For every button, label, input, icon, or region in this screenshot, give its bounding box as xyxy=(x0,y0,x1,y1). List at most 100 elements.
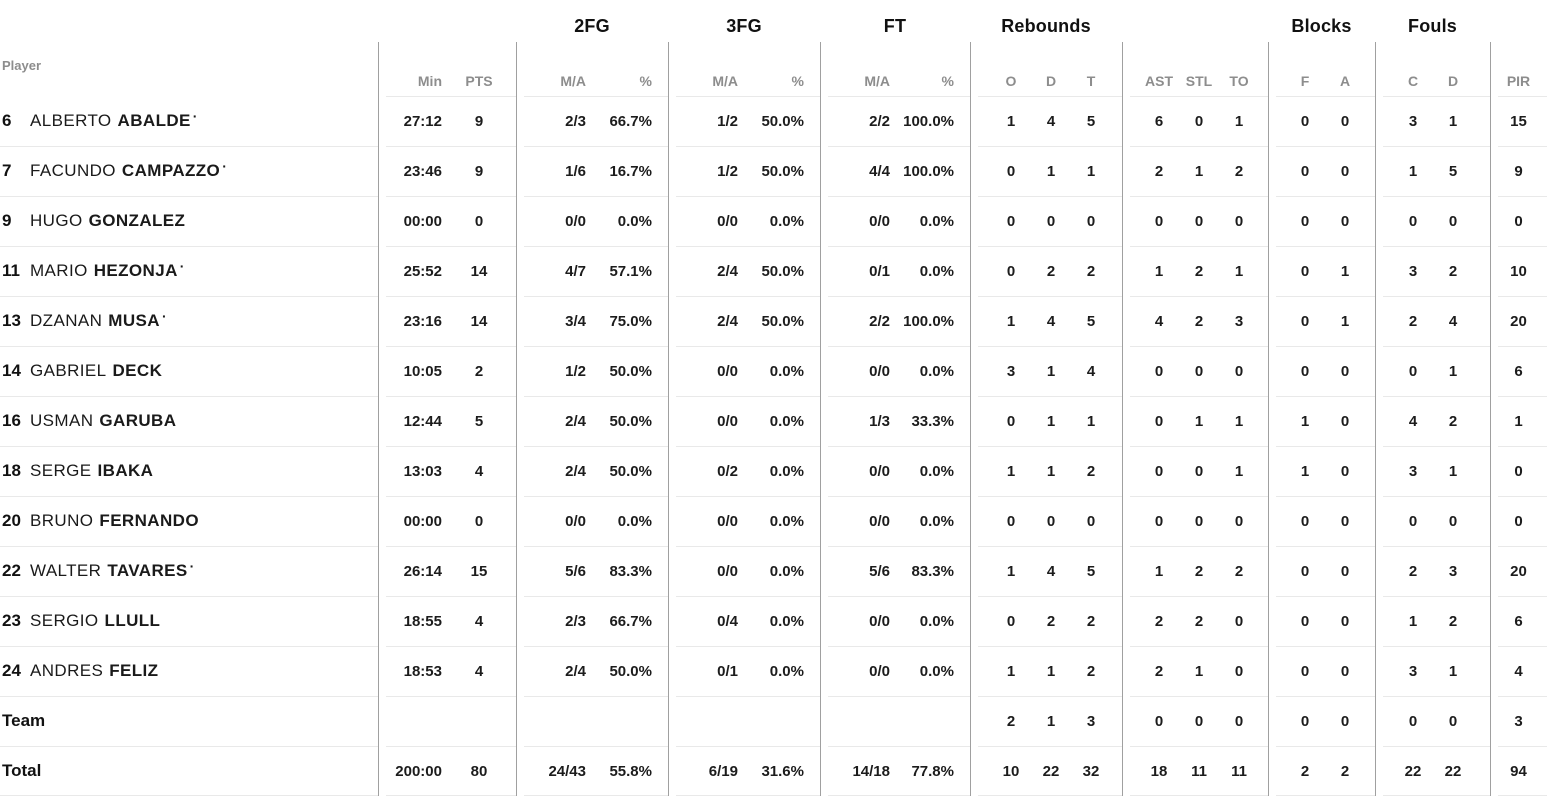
stat-3fg-percent: 0.0% xyxy=(769,212,804,230)
stat-pir: 6 xyxy=(1514,362,1523,380)
column-divider xyxy=(1122,42,1123,796)
stat-fouls-committed: 1 xyxy=(1408,162,1418,180)
stat-2fg-percent: 75.0% xyxy=(609,312,652,330)
player-row: 9 HUGO GONZALEZ 00:00 0 0/0 0.0% 0/0 0.0% 0/0 0.0%… xyxy=(0,196,1547,246)
stat-blocks-favour: 0 xyxy=(1300,712,1310,730)
stat-blocks-against: 0 xyxy=(1340,362,1350,380)
stat-3fg-made-attempted: 0/4 xyxy=(717,612,738,630)
player-cell: Total xyxy=(0,746,378,796)
stat-pir: 0 xyxy=(1514,462,1523,480)
player-name-link[interactable]: USMAN GARUBA xyxy=(30,411,176,431)
stat-2fg-percent: 50.0% xyxy=(609,362,652,380)
stat-fouls-drawn: 0 xyxy=(1448,712,1458,730)
player-first-name: BRUNO xyxy=(30,511,94,530)
player-first-name: WALTER xyxy=(30,561,102,580)
stat-rebounds-total: 2 xyxy=(1086,262,1096,280)
stat-rebounds-offensive: 1 xyxy=(1006,112,1016,130)
stat-3fg-made-attempted: 1/2 xyxy=(717,112,738,130)
stat-rebounds-offensive: 1 xyxy=(1006,562,1016,580)
stat-turnovers: 11 xyxy=(1231,762,1247,780)
player-row: 7 FACUNDO CAMPAZZO · 23:46 9 1/6 16.7% 1/2 50.0% 4… xyxy=(0,146,1547,196)
column-divider xyxy=(516,42,517,796)
stat-3fg-percent: 0.0% xyxy=(769,412,804,430)
stat-2fg-made-attempted: 0/0 xyxy=(565,512,586,530)
column-divider xyxy=(970,42,971,796)
player-name-link[interactable]: FACUNDO CAMPAZZO · xyxy=(30,158,227,181)
stat-rebounds-total: 2 xyxy=(1086,662,1096,680)
stat-rebounds-defensive: 0 xyxy=(1046,212,1056,230)
stat-fouls-drawn: 4 xyxy=(1448,312,1458,330)
stat-fouls-drawn: 1 xyxy=(1448,112,1458,130)
player-last-name: IBAKA xyxy=(97,461,154,480)
stat-fouls-committed: 0 xyxy=(1408,712,1418,730)
team-row: Team 2 1 3 0 0 0 0 0 0 0 3 xyxy=(0,696,1547,746)
player-name-link[interactable]: GABRIEL DECK xyxy=(30,361,162,381)
stat-ft-percent: 0.0% xyxy=(919,362,954,380)
jersey-number: 24 xyxy=(2,661,21,680)
stat-3fg-made-attempted: 0/0 xyxy=(717,212,738,230)
stat-fouls-committed: 0 xyxy=(1408,512,1418,530)
stat-3fg-made-attempted: 0/2 xyxy=(717,462,738,480)
player-name-link[interactable]: ALBERTO ABALDE · xyxy=(30,108,198,131)
stat-blocks-against: 0 xyxy=(1340,512,1350,530)
stat-rebounds-offensive: 10 xyxy=(1002,762,1020,780)
player-cell: 24 ANDRES FELIZ xyxy=(0,646,378,696)
col-header-2fg-ma: M/A xyxy=(560,73,586,89)
stat-3fg-made-attempted: 6/19 xyxy=(708,762,738,780)
stat-2fg-percent: 0.0% xyxy=(617,212,652,230)
stat-ft-percent: 100.0% xyxy=(903,162,954,180)
jersey-number: 7 xyxy=(2,161,12,180)
stat-pir: 94 xyxy=(1510,762,1527,780)
stat-fouls-committed: 3 xyxy=(1408,662,1418,680)
stat-rebounds-total: 0 xyxy=(1086,212,1096,230)
stat-pir: 6 xyxy=(1514,612,1523,630)
stat-steals: 0 xyxy=(1194,212,1204,230)
group-header-row: 2FG 3FG FT Rebounds Blocks Fouls xyxy=(0,0,1547,42)
group-header-blocks: Blocks xyxy=(1291,16,1352,36)
stat-3fg-percent: 50.0% xyxy=(761,262,804,280)
stat-points: 2 xyxy=(474,362,484,380)
stat-2fg-made-attempted: 3/4 xyxy=(565,312,586,330)
player-name-link[interactable]: WALTER TAVARES · xyxy=(30,558,195,581)
stat-assists: 1 xyxy=(1154,262,1164,280)
player-name-link[interactable]: MARIO HEZONJA · xyxy=(30,258,185,281)
stat-2fg-made-attempted: 5/6 xyxy=(565,562,586,580)
player-cell: 9 HUGO GONZALEZ xyxy=(0,196,378,246)
player-name-link[interactable]: DZANAN MUSA · xyxy=(30,308,167,331)
stat-assists: 0 xyxy=(1154,362,1164,380)
starter-marker: · xyxy=(189,558,195,574)
player-name-link[interactable]: SERGE IBAKA xyxy=(30,461,153,481)
player-name-link[interactable]: HUGO GONZALEZ xyxy=(30,211,185,231)
player-cell: Team xyxy=(0,696,378,746)
player-name-link[interactable]: SERGIO LLULL xyxy=(30,611,160,631)
stat-steals: 2 xyxy=(1194,312,1204,330)
stat-rebounds-defensive: 2 xyxy=(1046,262,1056,280)
stat-pir: 4 xyxy=(1514,662,1523,680)
stat-blocks-favour: 0 xyxy=(1300,112,1310,130)
stat-turnovers: 0 xyxy=(1234,712,1244,730)
stat-points: 0 xyxy=(474,212,484,230)
stat-fouls-drawn: 0 xyxy=(1448,212,1458,230)
stat-rebounds-defensive: 4 xyxy=(1046,112,1056,130)
stat-steals: 2 xyxy=(1194,562,1204,580)
stat-2fg-percent: 50.0% xyxy=(609,412,652,430)
col-header-player-seg: Player xyxy=(0,42,378,96)
stat-3fg-made-attempted: 0/1 xyxy=(717,662,738,680)
stat-blocks-against: 0 xyxy=(1340,712,1350,730)
stat-minutes: 12:44 xyxy=(403,412,442,430)
player-row: 11 MARIO HEZONJA · 25:52 14 4/7 57.1% 2/4 50.0% 0/… xyxy=(0,246,1547,296)
player-name-link[interactable]: BRUNO FERNANDO xyxy=(30,511,199,531)
stat-blocks-against: 0 xyxy=(1340,212,1350,230)
player-name-link[interactable]: ANDRES FELIZ xyxy=(30,661,158,681)
stat-minutes: 10:05 xyxy=(403,362,442,380)
stat-turnovers: 0 xyxy=(1234,362,1244,380)
stat-blocks-against: 0 xyxy=(1340,462,1350,480)
stat-fouls-committed: 3 xyxy=(1408,112,1418,130)
stat-rebounds-offensive: 0 xyxy=(1006,262,1016,280)
jersey-number: 22 xyxy=(2,561,21,580)
player-first-name: MARIO xyxy=(30,261,88,280)
player-cell: 6 ALBERTO ABALDE · xyxy=(0,96,378,146)
stat-blocks-favour: 0 xyxy=(1300,212,1310,230)
player-cell: 22 WALTER TAVARES · xyxy=(0,546,378,596)
col-header-3fg-pct: % xyxy=(791,73,804,89)
